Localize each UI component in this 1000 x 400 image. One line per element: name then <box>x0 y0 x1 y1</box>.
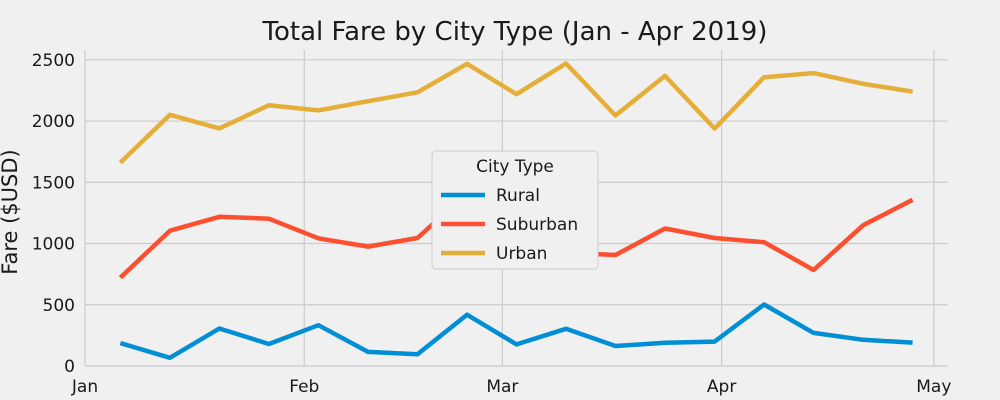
chart-title: Total Fare by City Type (Jan - Apr 2019) <box>262 17 768 47</box>
legend: City Type Rural Suburban Urban <box>431 150 599 270</box>
tick-labels: 0 500 1000 1500 2000 2500 Jan Feb Mar Apr May <box>32 51 952 397</box>
y-tick-label: 1500 <box>32 173 75 193</box>
legend-box <box>431 150 599 270</box>
y-tick-label: 1000 <box>32 235 75 255</box>
x-tick-label: Apr <box>707 377 736 397</box>
legend-label-urban: Urban <box>496 244 547 264</box>
x-tick-label: Feb <box>289 377 319 397</box>
x-tick-label: Jan <box>71 377 98 397</box>
x-tick-label: Mar <box>486 377 518 397</box>
legend-title: City Type <box>476 157 554 177</box>
legend-label-rural: Rural <box>496 186 540 206</box>
legend-label-suburban: Suburban <box>496 215 578 235</box>
y-tick-label: 500 <box>43 296 75 316</box>
y-tick-label: 0 <box>64 357 75 377</box>
x-tick-label: May <box>916 377 951 397</box>
y-axis-label: Fare ($USD) <box>0 149 22 274</box>
y-tick-label: 2000 <box>32 112 75 132</box>
series-line-urban <box>118 61 913 165</box>
y-tick-label: 2500 <box>32 51 75 71</box>
series-line-rural <box>119 302 913 361</box>
